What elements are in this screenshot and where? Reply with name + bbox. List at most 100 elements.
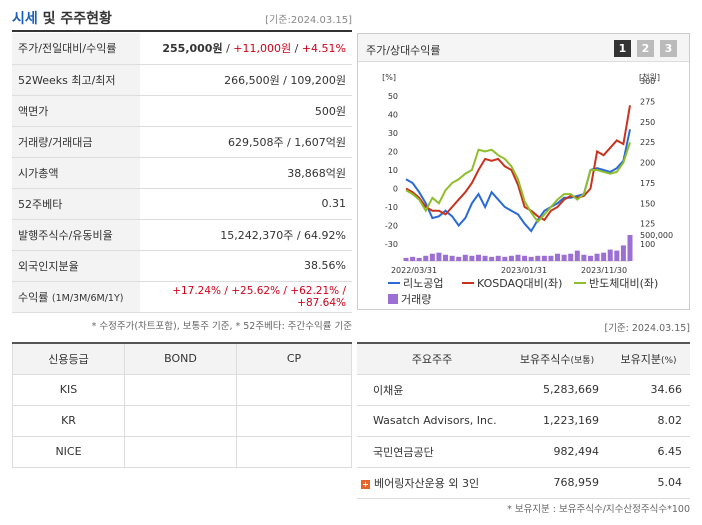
volume-bar	[541, 255, 547, 261]
volume-bar	[601, 252, 607, 261]
table-row: KIS	[12, 373, 352, 406]
price-chart: [%] [천원]50403020100-10-20-303002752502252…	[382, 72, 673, 273]
volume-bar	[528, 256, 534, 261]
quote-table: 주가/전일대비/수익률 255,000원 / +11,000원 / +4.51%…	[12, 33, 352, 313]
shareholder-link[interactable]: 베어링자산운용 외 3인	[374, 476, 480, 490]
table-row: NICE	[12, 435, 352, 468]
chart-tab-2[interactable]: 2	[637, 40, 654, 57]
volume-bar	[416, 257, 422, 261]
volume-bar	[607, 249, 613, 261]
right-tick-label: 225	[640, 138, 655, 147]
volume-bar	[522, 255, 528, 261]
volume-bar	[581, 254, 587, 261]
legend-item: 거래량	[388, 291, 431, 307]
base-date: [기준:2024.03.15]	[265, 14, 352, 26]
volume-bar	[423, 255, 429, 261]
right-tick-label: 125	[640, 220, 655, 229]
volume-bar	[561, 254, 567, 261]
expand-icon[interactable]: +	[361, 479, 370, 489]
left-tick-label: 10	[388, 166, 398, 175]
table-row: 발행주식수/유동비율 15,242,370주 / 64.92%	[12, 219, 352, 251]
legend-item: 반도체대비(좌)	[574, 275, 658, 291]
volume-bar	[502, 256, 508, 261]
chart-tab-3[interactable]: 3	[660, 40, 677, 57]
base-date-2: [기준: 2024.03.15]	[604, 323, 690, 334]
volume-bar	[429, 253, 435, 261]
left-tick-label: -10	[385, 203, 398, 212]
price-change: +11,000원	[233, 42, 292, 56]
volume-bar	[515, 254, 521, 261]
section-header: 시세 및 주주현황 [기준:2024.03.15]	[12, 6, 352, 32]
table-row: 국민연금공단 982,494 6.45	[357, 436, 690, 468]
volume-bar	[436, 252, 442, 261]
volume-bar	[449, 255, 455, 261]
x-tick-label: 2023/01/31	[501, 266, 547, 273]
right-tick-label: 150	[640, 199, 655, 208]
right-tick-label: 200	[640, 159, 655, 168]
volume-bar	[443, 254, 449, 261]
period-returns: +17.24% / +25.62% / +62.21% / +87.64%	[140, 281, 352, 313]
volume-bar	[627, 235, 633, 261]
left-tick-label: 0	[393, 185, 398, 194]
volume-bar	[475, 254, 481, 261]
table-row: 주가/전일대비/수익률 255,000원 / +11,000원 / +4.51%	[12, 33, 352, 65]
x-tick-label: 2022/03/31	[391, 266, 437, 273]
table-row: 이채윤 5,283,669 34.66	[357, 374, 690, 406]
left-tick-label: 30	[388, 129, 398, 138]
table-row: 52Weeks 최고/최저 266,500원 / 109,200원	[12, 64, 352, 96]
table-row: KR	[12, 404, 352, 437]
left-tick-label: -20	[385, 222, 398, 231]
chart-tab-1[interactable]: 1	[614, 40, 631, 57]
table-row: 52주베타 0.31	[12, 188, 352, 220]
volume-bar	[574, 250, 580, 261]
legend-item: KOSDAQ대비(좌)	[462, 275, 562, 291]
table-row: Wasatch Advisors, Inc. 1,223,169 8.02	[357, 405, 690, 437]
volume-bar	[614, 250, 620, 261]
left-tick-label: 20	[388, 148, 398, 157]
table-row: 수익률 (1M/3M/6M/1Y) +17.24% / +25.62% / +62…	[12, 281, 352, 313]
shareholder-footnote: * 보유지분 : 보유주식수/지수산정주식수*100	[507, 504, 690, 515]
volume-bar	[462, 254, 468, 261]
volume-bar	[548, 255, 554, 261]
right-axis-unit: [천원]	[639, 72, 660, 82]
volume-bar	[508, 255, 514, 261]
table-row: + 베어링자산운용 외 3인 768,959 5.04	[357, 467, 690, 499]
table-row: 외국인지분율 38.56%	[12, 250, 352, 282]
credit-rating-table: 신용등급 BOND CP KIS KR NICE	[12, 342, 352, 468]
volume-bar	[620, 245, 626, 261]
volume-bar	[594, 253, 600, 261]
right-tick-label: 275	[640, 97, 655, 106]
right-tick-label: 250	[640, 118, 655, 127]
left-tick-label: 40	[388, 111, 398, 120]
legend-item: 리노공업	[388, 275, 443, 291]
volume-bar	[489, 256, 495, 261]
volume-tick-label: 500,000	[640, 231, 673, 240]
table-row: 거래량/거래대금 629,508주 / 1,607억원	[12, 126, 352, 158]
volume-bar	[587, 255, 593, 261]
chart-title: 주가/상대수익률	[366, 44, 441, 57]
volume-bar	[482, 255, 488, 261]
table-row: 시가총액 38,868억원	[12, 157, 352, 189]
chart-header: 주가/상대수익률 1 2 3	[358, 34, 689, 62]
volume-bar	[568, 253, 574, 261]
shareholder-table: 주요주주 보유주식수(보통) 보유지분(%) 이채윤 5,283,669 34.66…	[357, 342, 690, 499]
current-price: 255,000원	[162, 42, 223, 56]
left-axis-unit: [%]	[382, 73, 396, 82]
right-tick-label: 300	[640, 77, 655, 86]
volume-bar	[403, 257, 409, 261]
return-rate: +4.51%	[301, 42, 346, 56]
volume-bar	[535, 255, 541, 261]
row-label: 주가/전일대비/수익률	[12, 33, 140, 65]
volume-bar	[555, 253, 561, 261]
series-line	[405, 141, 631, 224]
quote-footnote: * 수정주가(차트포함), 보통주 기준, * 52주베타: 주간수익률 기준	[91, 321, 352, 332]
table-row: 액면가 500원	[12, 95, 352, 127]
section-title: 시세 및 주주현황	[12, 11, 112, 27]
volume-bar	[469, 255, 475, 261]
volume-bar	[456, 256, 462, 261]
right-tick-label: 175	[640, 179, 655, 188]
volume-bar	[410, 256, 416, 261]
x-tick-label: 2023/11/30	[581, 266, 627, 273]
chart-panel: 주가/상대수익률 1 2 3 [%] [천원] 50 40 30 20 10 0 -10 -20-…	[357, 33, 690, 310]
left-tick-label: 50	[388, 92, 398, 101]
